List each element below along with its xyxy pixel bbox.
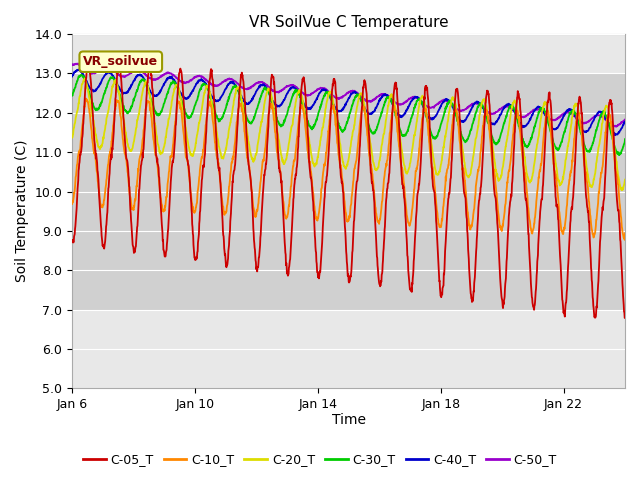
- X-axis label: Time: Time: [332, 413, 365, 427]
- Text: VR_soilvue: VR_soilvue: [83, 55, 158, 68]
- Legend: C-05_T, C-10_T, C-20_T, C-30_T, C-40_T, C-50_T: C-05_T, C-10_T, C-20_T, C-30_T, C-40_T, …: [78, 448, 562, 471]
- Y-axis label: Soil Temperature (C): Soil Temperature (C): [15, 140, 29, 282]
- Title: VR SoilVue C Temperature: VR SoilVue C Temperature: [249, 15, 449, 30]
- Bar: [72, 73, 625, 310]
